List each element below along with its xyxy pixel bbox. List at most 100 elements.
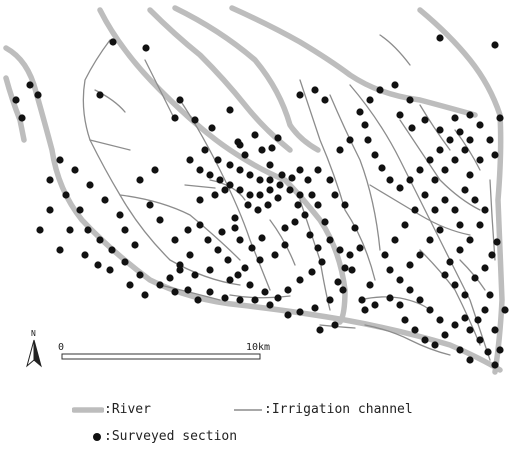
surveyed-section-point xyxy=(401,316,409,324)
surveyed-section-point xyxy=(378,164,386,172)
surveyed-section-point xyxy=(471,274,479,282)
surveyed-section-point xyxy=(456,128,464,136)
surveyed-section-point xyxy=(431,206,439,214)
surveyed-section-point xyxy=(481,206,489,214)
surveyed-section-point xyxy=(236,141,244,149)
surveyed-section-point xyxy=(284,286,292,294)
surveyed-section-point xyxy=(406,96,414,104)
surveyed-section-point xyxy=(248,244,256,252)
surveyed-section-point xyxy=(214,246,222,254)
surveyed-section-point xyxy=(221,186,229,194)
channel-symbol-icon xyxy=(234,408,262,411)
surveyed-section-point xyxy=(314,166,322,174)
surveyed-section-point xyxy=(421,336,429,344)
surveyed-section-point xyxy=(426,156,434,164)
surveyed-section-point xyxy=(416,296,424,304)
surveyed-section-point xyxy=(436,34,444,42)
surveyed-section-point xyxy=(436,146,444,154)
surveyed-section-point xyxy=(406,286,414,294)
surveyed-section-point xyxy=(466,326,474,334)
surveyed-section-point xyxy=(321,218,329,226)
surveyed-section-point xyxy=(366,96,374,104)
surveyed-section-point xyxy=(46,176,54,184)
surveyed-section-point xyxy=(176,261,184,269)
surveyed-section-point xyxy=(108,246,116,254)
surveyed-section-point xyxy=(274,194,282,202)
surveyed-section-point xyxy=(46,206,54,214)
surveyed-section-point xyxy=(231,224,239,232)
surveyed-section-point xyxy=(321,96,329,104)
surveyed-section-point xyxy=(276,181,284,189)
surveyed-section-point xyxy=(286,186,294,194)
channel xyxy=(419,249,481,346)
surveyed-section-point xyxy=(151,166,159,174)
surveyed-section-point xyxy=(381,251,389,259)
surveyed-section-point xyxy=(184,286,192,294)
surveyed-section-point xyxy=(256,256,264,264)
surveyed-section-point xyxy=(351,224,359,232)
channel xyxy=(299,79,376,281)
surveyed-section-point xyxy=(288,174,296,182)
surveyed-section-point xyxy=(224,256,232,264)
surveyed-section-point xyxy=(406,261,414,269)
surveyed-section-point xyxy=(306,231,314,239)
surveyed-section-point xyxy=(254,206,262,214)
surveyed-section-point xyxy=(456,246,464,254)
surveyed-section-point xyxy=(481,264,489,272)
scale-bar: 0 10km xyxy=(58,342,270,360)
surveyed-section-point xyxy=(336,146,344,154)
surveyed-section-point xyxy=(386,266,394,274)
surveyed-section-point xyxy=(236,296,244,304)
surveyed-section-point xyxy=(131,241,139,249)
surveyed-section-point xyxy=(316,326,324,334)
surveyed-section-point xyxy=(226,106,234,114)
surveyed-section-point xyxy=(184,226,192,234)
surveyed-section-point xyxy=(62,191,70,199)
surveyed-section-point xyxy=(166,274,174,282)
surveyed-section-point xyxy=(484,348,492,356)
surveyed-section-point xyxy=(66,226,74,234)
surveyed-section-point xyxy=(109,38,117,46)
surveyed-section-point xyxy=(176,266,184,274)
surveyed-section-point xyxy=(258,146,266,154)
surveyed-section-point xyxy=(471,196,479,204)
surveyed-section-point xyxy=(141,291,149,299)
surveyed-section-point xyxy=(191,116,199,124)
surveyed-section-point xyxy=(261,288,269,296)
surveyed-section-point xyxy=(56,156,64,164)
surveyed-section-point xyxy=(84,226,92,234)
surveyed-section-point xyxy=(296,308,304,316)
surveyed-section-point xyxy=(356,244,364,252)
surveyed-section-point xyxy=(264,201,272,209)
scale-start-label: 0 xyxy=(58,342,64,353)
surveyed-section-point xyxy=(101,196,109,204)
surveyed-section-point xyxy=(226,276,234,284)
surveyed-section-point xyxy=(296,191,304,199)
surveyed-section-point xyxy=(331,321,339,329)
surveyed-section-point xyxy=(116,211,124,219)
scale-end-label: 10km xyxy=(246,342,270,353)
surveyed-section-point xyxy=(171,114,179,122)
surveyed-section-point xyxy=(416,251,424,259)
surveyed-section-point xyxy=(411,326,419,334)
surveyed-section-point xyxy=(206,171,214,179)
surveyed-section-point xyxy=(476,336,484,344)
irrigation-channels xyxy=(82,34,496,361)
surveyed-section-point xyxy=(334,278,342,286)
surveyed-section-point xyxy=(331,191,339,199)
surveyed-section-point xyxy=(326,236,334,244)
surveyed-section-point xyxy=(186,156,194,164)
surveyed-section-point xyxy=(241,264,249,272)
river-northeast xyxy=(229,5,478,118)
surveyed-section-point xyxy=(136,176,144,184)
surveyed-section-point xyxy=(34,91,42,99)
channel xyxy=(269,219,296,266)
surveyed-section-point xyxy=(461,186,469,194)
surveyed-section-point xyxy=(466,356,474,364)
surveyed-section-point xyxy=(241,151,249,159)
surveyed-section-point xyxy=(266,176,274,184)
surveyed-section-point xyxy=(96,236,104,244)
surveyed-section-point xyxy=(171,236,179,244)
surveyed-section-point xyxy=(304,176,312,184)
